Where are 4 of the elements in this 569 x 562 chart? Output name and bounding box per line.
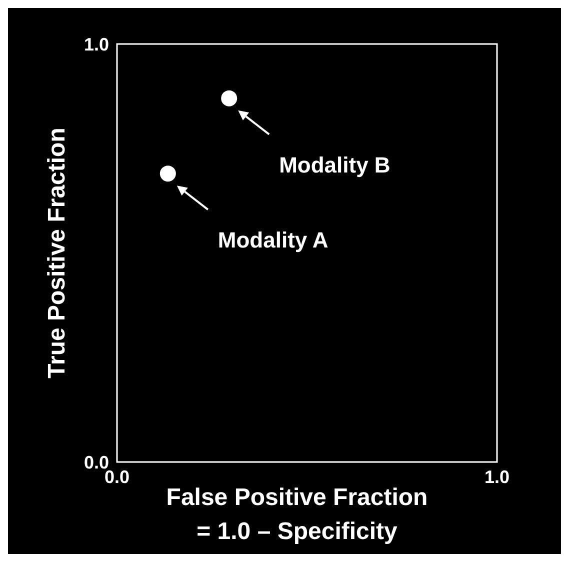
annotation: Modality A xyxy=(218,228,328,253)
annotation: Modality B xyxy=(279,152,390,178)
y-axis-title: True Positive Fraction xyxy=(43,128,70,378)
x-axis-title: False Positive Fraction = 1.0 – Specificity xyxy=(166,484,428,545)
